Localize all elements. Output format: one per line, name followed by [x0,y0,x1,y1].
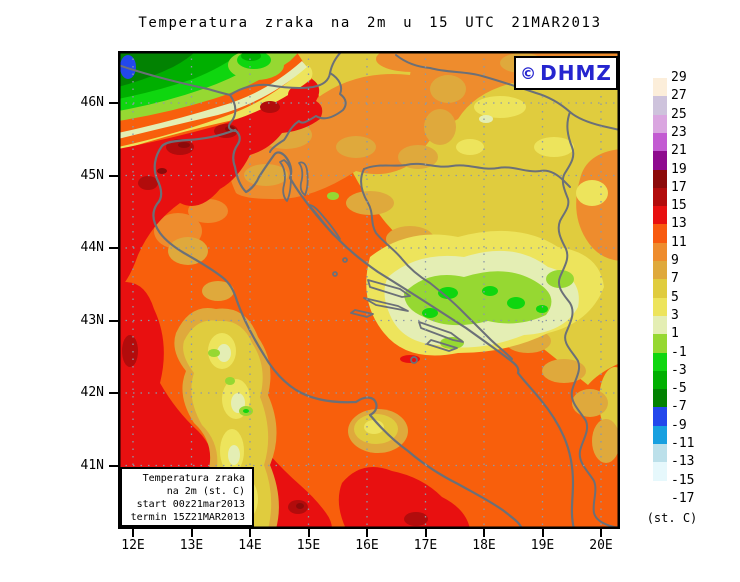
lat-tick-label: 45N [80,167,104,183]
map-area: © DHMZ Temperatura zraka na 2m (st. C) s… [118,51,620,529]
colorbar-band [653,334,667,353]
run-info-box: Temperatura zraka na 2m (st. C) start 00… [120,467,254,527]
colorbar-band [653,132,667,152]
colorbar-band [653,315,667,335]
lat-tick [109,102,118,104]
lat-tick [109,392,118,394]
lon-tick-label: 20E [589,538,613,553]
colorbar-tick-label: 25 [671,106,687,122]
colorbar-band [653,206,667,225]
colorbar-band [653,370,667,390]
colorbar-tick-label: 3 [671,307,679,323]
colorbar-tick-label: -3 [671,362,687,378]
lat-tick [109,174,118,177]
scale-unit-label: (st. C) [646,511,698,525]
colorbar-tick-label: -9 [671,417,687,433]
colorbar-band [653,169,667,189]
lat-tick-label: 44N [80,240,104,255]
colorbar-tick-label: 29 [671,70,687,85]
lon-tick [190,529,193,537]
colorbar-band [653,261,667,280]
colorbar-tick-label: -7 [671,399,687,415]
lon-tick-label: 18E [472,538,496,553]
colorbar-band [653,151,667,170]
colorbar-band [653,444,667,463]
dhmz-watermark-text: DHMZ [540,61,612,85]
colorbar-band [653,407,667,427]
run-info-line: na 2m (st. C) [166,486,245,497]
colorbar-tick-label: -15 [671,472,695,488]
lon-tick-label: 17E [413,538,438,553]
lon-tick [366,529,368,537]
colorbar-tick-label: 17 [671,179,687,195]
lon-tick [424,529,427,537]
colorbar-band [653,352,667,372]
page-title: Temperatura zraka na 2m u 15 UTC 21MAR20… [138,15,602,31]
colorbar-band [653,224,667,244]
lon-tick-label: 19E [530,538,555,553]
lat-tick [109,464,118,467]
lat-tick-label: 46N [80,95,104,110]
colorbar-tick-label: -13 [671,454,695,470]
lon-tick [483,529,485,537]
dhmz-watermark: © DHMZ [514,56,618,90]
lon-tick-label: 14E [238,538,262,553]
map-border [118,51,620,529]
lon-tick-label: 13E [179,538,204,553]
colorbar-tick-label: 9 [671,253,679,268]
lat-tick-label: 42N [80,385,104,400]
lon-tick [600,529,602,537]
colorbar-tick-label: -11 [671,436,695,451]
colorbar-tick-label: 13 [671,216,687,232]
lon-tick-label: 16E [355,538,379,553]
colorbar-band [653,480,667,500]
copyright-icon: © [520,63,538,83]
colorbar-tick-label: 21 [671,143,687,159]
lon-tick [541,529,544,537]
lat-tick [109,319,118,322]
islands [279,159,464,364]
colorbar-band [653,96,667,116]
colorbar-tick-label: -17 [671,490,695,506]
colorbar-band [653,462,667,482]
lat-tick [109,247,118,249]
colorbar-band [653,242,667,262]
lon-tick-label: 15E [296,538,321,553]
lat-tick-label: 43N [80,312,104,328]
run-info-line: Temperatura zraka [142,473,245,484]
colorbar-tick-label: 7 [671,271,679,287]
colorbar-band [653,187,667,207]
lon-tick-label: 12E [121,538,145,553]
colorbar-tick-label: -1 [671,344,687,360]
lon-tick [307,529,310,537]
colorbar-band [653,114,667,134]
colorbar-tick-label: 23 [671,124,687,140]
colorbar-tick-label: 11 [671,234,687,250]
colorbar-tick-label: 1 [671,326,679,342]
country-borders [118,51,620,529]
temperature-field-map [118,51,620,529]
colorbar-band [653,297,667,317]
lon-tick [249,529,251,537]
colorbar-tick-label: 5 [671,289,679,305]
colorbar-band [653,425,667,445]
colorbar-band [653,279,667,299]
colorbar-band [653,389,667,408]
lat-tick-label: 41N [80,457,104,473]
lon-tick [132,529,134,537]
colorbar-tick-label: 19 [671,161,687,177]
colorbar-tick-label: 15 [671,198,687,214]
colorbar-band [653,78,667,97]
run-info-line: termin 15Z21MAR2013 [130,512,245,523]
colorbar-tick-label: -5 [671,381,687,397]
graticule [118,51,620,529]
run-info-line: start 00z21mar2013 [136,499,245,510]
colorbar-tick-label: 27 [671,88,687,104]
